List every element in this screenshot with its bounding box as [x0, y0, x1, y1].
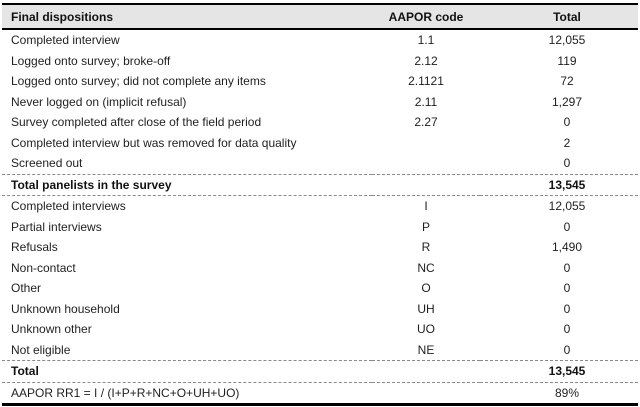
total-value: 89%	[480, 382, 638, 405]
aapor-code-value: 2.1121	[372, 71, 480, 92]
total-value: 72	[480, 71, 638, 92]
total-value: 0	[480, 339, 638, 361]
aapor-code-value: I	[372, 195, 480, 217]
disposition-label: Unknown other	[2, 319, 372, 340]
aapor-code-value	[372, 153, 480, 174]
table-row: Total 13,545	[2, 360, 638, 383]
final-dispositions-table: Final dispositions AAPOR code Total Comp…	[2, 3, 638, 406]
disposition-label: Total panelists in the survey	[2, 173, 372, 196]
total-value: 0	[480, 257, 638, 278]
disposition-label: Other	[2, 278, 372, 299]
aapor-code-value: UO	[372, 319, 480, 340]
table-row: Completed interview 1.1 12,055	[2, 29, 638, 51]
table-row: Logged onto survey; broke-off 2.12 119	[2, 50, 638, 71]
table-row: Completed interview but was removed for …	[2, 132, 638, 153]
table-row: Non-contact NC 0	[2, 257, 638, 278]
total-value: 0	[480, 112, 638, 133]
total-value: 13,545	[480, 173, 638, 196]
table-row: Not eligible NE 0	[2, 339, 638, 361]
aapor-code-value: 2.11	[372, 91, 480, 112]
table-row: Unknown household UH 0	[2, 298, 638, 319]
disposition-label: Logged onto survey; broke-off	[2, 50, 372, 71]
aapor-code-value	[372, 382, 480, 405]
aapor-code-value: 2.12	[372, 50, 480, 71]
disposition-label: Non-contact	[2, 257, 372, 278]
total-value: 1,297	[480, 91, 638, 112]
total-value: 12,055	[480, 29, 638, 51]
aapor-code-value	[372, 132, 480, 153]
aapor-code-value: R	[372, 237, 480, 258]
total-value: 12,055	[480, 195, 638, 217]
aapor-code-value: NE	[372, 339, 480, 361]
aapor-code-value: P	[372, 216, 480, 237]
table-row: Partial interviews P 0	[2, 216, 638, 237]
column-header-aapor-code: AAPOR code	[372, 4, 480, 30]
disposition-label: Unknown household	[2, 298, 372, 319]
aapor-code-value	[372, 360, 480, 383]
total-value: 119	[480, 50, 638, 71]
total-value: 0	[480, 298, 638, 319]
total-value: 0	[480, 319, 638, 340]
total-value: 0	[480, 153, 638, 174]
aapor-code-value: 2.27	[372, 112, 480, 133]
disposition-label: Logged onto survey; did not complete any…	[2, 71, 372, 92]
table-row: Refusals R 1,490	[2, 237, 638, 258]
table-body: Completed interview 1.1 12,055 Logged on…	[2, 29, 638, 405]
table-row: AAPOR RR1 = I / (I+P+R+NC+O+UH+UO) 89%	[2, 382, 638, 405]
column-header-final-dispositions: Final dispositions	[2, 4, 372, 30]
total-value: 0	[480, 278, 638, 299]
table-row: Logged onto survey; did not complete any…	[2, 71, 638, 92]
table-row: Completed interviews I 12,055	[2, 195, 638, 217]
disposition-label: Never logged on (implicit refusal)	[2, 91, 372, 112]
disposition-label: Survey completed after close of the fiel…	[2, 112, 372, 133]
aapor-code-value	[372, 173, 480, 196]
column-header-total: Total	[480, 4, 638, 30]
table-row: Total panelists in the survey 13,545	[2, 173, 638, 196]
table-row: Screened out 0	[2, 153, 638, 174]
aapor-code-value: UH	[372, 298, 480, 319]
disposition-label: Not eligible	[2, 339, 372, 361]
table-header-row: Final dispositions AAPOR code Total	[2, 4, 638, 30]
disposition-label: Completed interviews	[2, 195, 372, 217]
total-value: 2	[480, 132, 638, 153]
table-row: Survey completed after close of the fiel…	[2, 112, 638, 133]
aapor-code-value: O	[372, 278, 480, 299]
disposition-label: AAPOR RR1 = I / (I+P+R+NC+O+UH+UO)	[2, 382, 372, 405]
table-row: Never logged on (implicit refusal) 2.11 …	[2, 91, 638, 112]
disposition-label: Screened out	[2, 153, 372, 174]
disposition-label: Refusals	[2, 237, 372, 258]
disposition-label: Completed interview but was removed for …	[2, 132, 372, 153]
total-value: 1,490	[480, 237, 638, 258]
total-value: 0	[480, 216, 638, 237]
table-row: Other O 0	[2, 278, 638, 299]
aapor-code-value: NC	[372, 257, 480, 278]
disposition-label: Partial interviews	[2, 216, 372, 237]
disposition-label: Completed interview	[2, 29, 372, 51]
total-value: 13,545	[480, 360, 638, 383]
table-row: Unknown other UO 0	[2, 319, 638, 340]
disposition-label: Total	[2, 360, 372, 383]
aapor-code-value: 1.1	[372, 29, 480, 51]
